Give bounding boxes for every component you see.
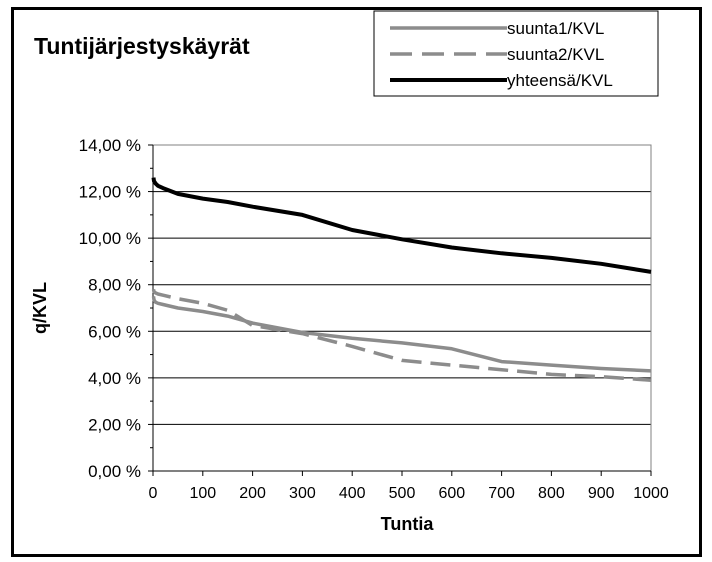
- x-axis-title: Tuntia: [381, 514, 435, 534]
- y-tick-label: 2,00 %: [88, 415, 141, 434]
- legend-label: yhteensä/KVL: [507, 71, 613, 90]
- y-tick-label: 6,00 %: [88, 322, 141, 341]
- y-axis-title: q/KVL: [30, 282, 50, 334]
- plot-area: [153, 145, 651, 471]
- y-tick-label: 10,00 %: [79, 229, 141, 248]
- y-tick-label: 14,00 %: [79, 136, 141, 155]
- chart-title: Tuntijärjestyskäyrät: [34, 33, 250, 59]
- x-tick-label: 700: [488, 485, 515, 502]
- legend-label: suunta2/KVL: [507, 45, 604, 64]
- series-line-1: [151, 296, 652, 373]
- x-tick-label: 200: [239, 485, 266, 502]
- y-tick-label: 12,00 %: [79, 183, 141, 202]
- y-tick-label: 0,00 %: [88, 462, 141, 481]
- x-tick-label: 900: [588, 485, 615, 502]
- x-tick-label: 0: [149, 485, 158, 502]
- series-line-2: [151, 289, 652, 382]
- y-tick-label: 4,00 %: [88, 369, 141, 388]
- x-tick-label: 300: [289, 485, 316, 502]
- x-tick-label: 500: [389, 485, 416, 502]
- legend-label: suunta1/KVL: [507, 19, 604, 38]
- x-tick-label: 800: [538, 485, 565, 502]
- x-tick-label: 1000: [633, 485, 669, 502]
- series-line-3: [151, 177, 652, 274]
- x-tick-label: 400: [339, 485, 366, 502]
- y-tick-label: 8,00 %: [88, 276, 141, 295]
- x-tick-label: 100: [189, 485, 216, 502]
- x-tick-label: 600: [438, 485, 465, 502]
